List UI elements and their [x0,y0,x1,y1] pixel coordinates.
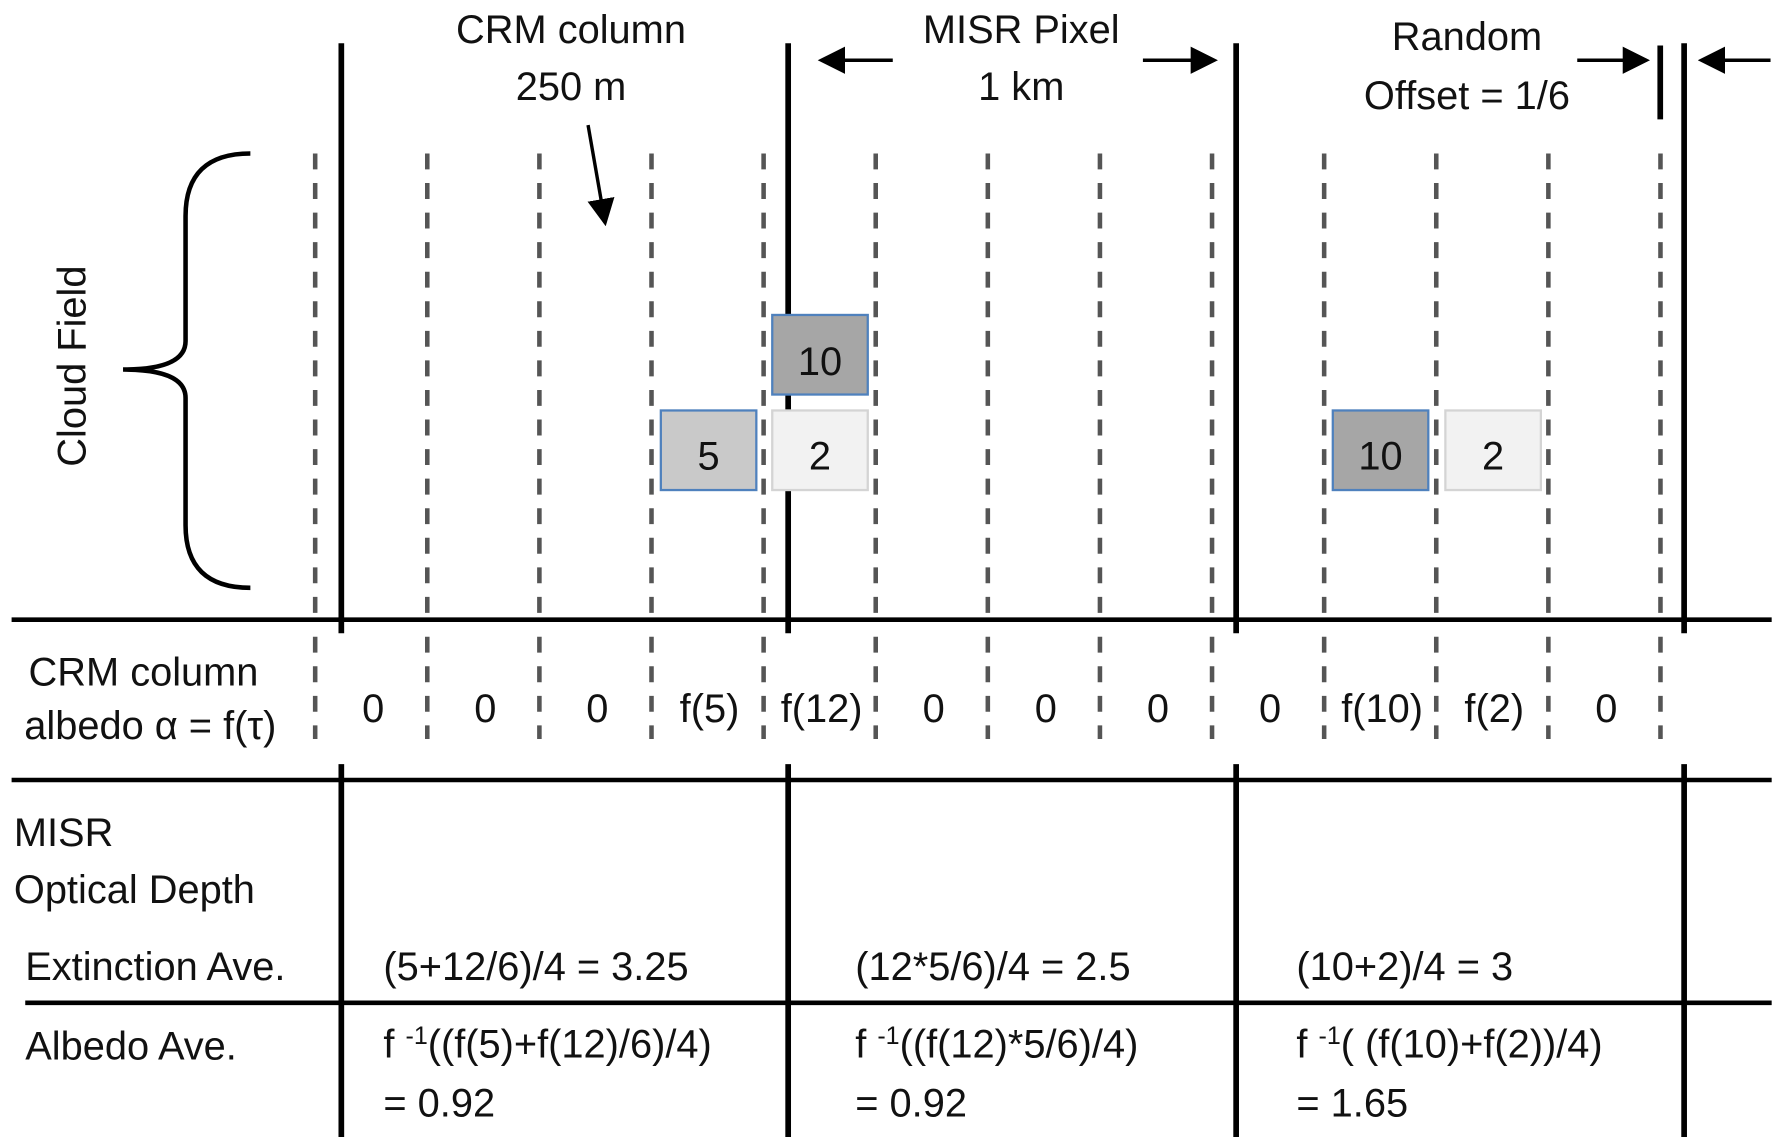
cloud-field-label: Cloud Field [51,266,95,467]
cell [771,313,869,396]
formula-superscript: -1 [877,1022,899,1050]
label: 250 m [516,65,627,109]
albedo-result: = 0.92 [855,1082,967,1126]
albedo-formula: f -1((f(5)+f(12)/6)/4) [383,1022,711,1067]
row-label: MISR [14,811,113,855]
cloud-cells: 10 5 2 10 2 [659,313,1543,492]
cell-value: 2 [1482,435,1504,479]
albedo-values: 0 0 0 f(5) f(12) 0 0 0 0 f(10) f(2) 0 [362,687,1617,731]
extinction-value: (12*5/6)/4 = 2.5 [855,945,1130,989]
label: Random [1392,15,1542,59]
formula-part: ((f(5)+f(12)/6)/4) [428,1022,712,1066]
albedo-value: f(12) [781,687,863,731]
row-label: albedo α = f(τ) [24,704,276,748]
albedo-value: 0 [923,687,945,731]
row-label: Albedo Ave. [25,1025,237,1069]
albedo-value: 0 [362,687,384,731]
cell-value: 5 [698,435,720,479]
formula-part: f [383,1022,405,1066]
cell [659,409,758,492]
cell-value: 2 [809,435,831,479]
label: CRM column [456,8,686,52]
formula-part: ((f(12)*5/6)/4) [900,1022,1139,1066]
albedo-value: f(2) [1464,687,1524,731]
albedo-value: f(10) [1341,687,1423,731]
formula-part: f [855,1022,877,1066]
formula-part: f [1296,1022,1318,1066]
cell-value: 10 [1358,435,1402,479]
albedo-value: 0 [1259,687,1281,731]
albedo-value: 0 [474,687,496,731]
column-dividers [312,153,1663,740]
albedo-formula: f -1( (f(10)+f(2))/4) [1296,1022,1602,1067]
frame [11,43,1772,1137]
albedo-value: 0 [586,687,608,731]
cell [1331,409,1430,492]
formula-superscript: -1 [406,1022,428,1050]
albedo-formula: f -1((f(12)*5/6)/4) [855,1022,1138,1067]
label: MISR Pixel [923,8,1120,52]
formula-part: ( (f(10)+f(2))/4) [1341,1022,1603,1066]
formula-superscript: -1 [1319,1022,1341,1050]
albedo-value: 0 [1595,687,1617,731]
albedo-value: f(5) [680,687,740,731]
extinction-value: (10+2)/4 = 3 [1296,945,1513,989]
misr-values: (5+12/6)/4 = 3.25 (12*5/6)/4 = 2.5 (10+2)/… [383,945,1602,1125]
albedo-result: = 1.65 [1296,1082,1408,1126]
label: Offset = 1/6 [1364,74,1570,118]
row-label: Extinction Ave. [25,945,285,989]
cell [771,409,869,492]
albedo-value: 0 [1147,687,1169,731]
cell-value: 10 [798,340,842,384]
header: CRM column 250 m MISR Pixel 1 km Random … [456,8,1570,118]
albedo-result: = 0.92 [383,1082,495,1126]
label: 1 km [978,65,1064,109]
cell [1444,409,1543,492]
albedo-value: 0 [1035,687,1057,731]
extinction-value: (5+12/6)/4 = 3.25 [383,945,688,989]
row-label: CRM column [29,651,259,695]
row-label: Optical Depth [14,868,255,912]
